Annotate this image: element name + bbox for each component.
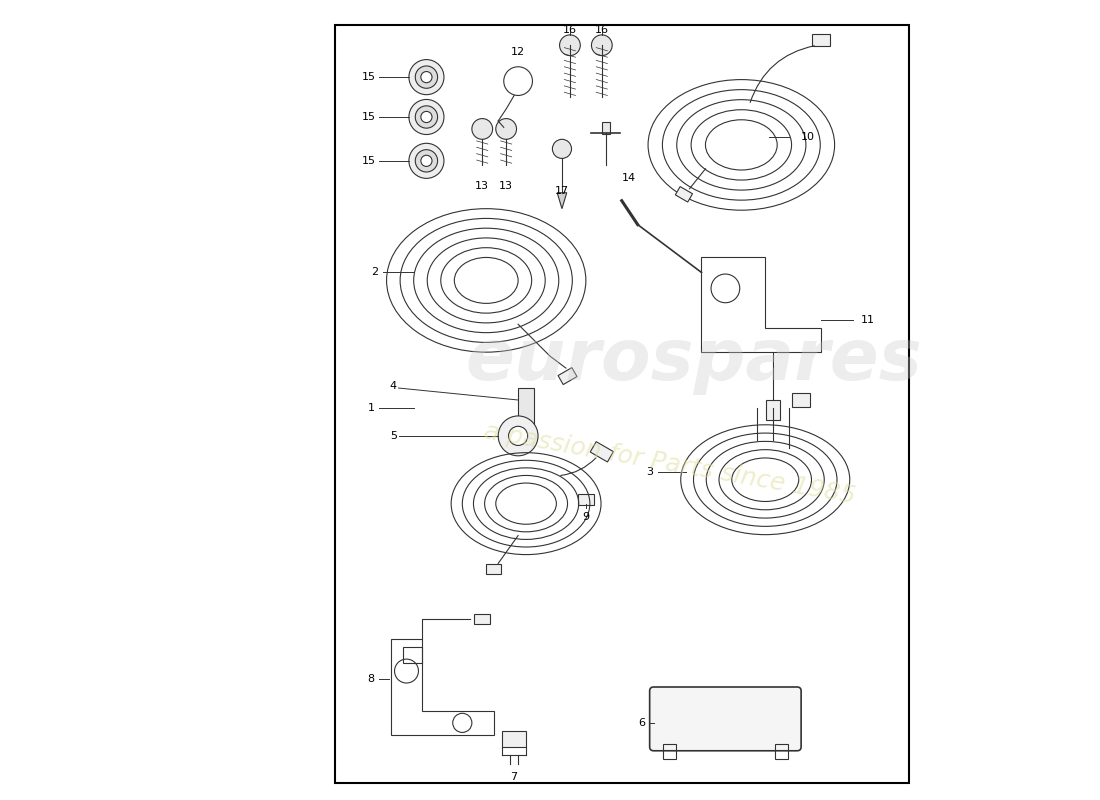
Bar bbox=[403, 647, 422, 663]
Text: 13: 13 bbox=[499, 181, 514, 190]
Bar bbox=[663, 744, 676, 758]
Circle shape bbox=[416, 106, 438, 128]
Circle shape bbox=[592, 35, 613, 56]
Circle shape bbox=[496, 118, 517, 139]
Bar bbox=[675, 186, 693, 202]
Text: 3: 3 bbox=[647, 466, 653, 477]
Text: eurospares: eurospares bbox=[465, 326, 922, 394]
Circle shape bbox=[409, 143, 444, 178]
Text: 10: 10 bbox=[801, 132, 815, 142]
Circle shape bbox=[498, 416, 538, 456]
Circle shape bbox=[421, 155, 432, 166]
Text: a passion for Parts since 1985: a passion for Parts since 1985 bbox=[482, 419, 857, 508]
Circle shape bbox=[416, 150, 438, 172]
Bar bbox=[334, 26, 909, 782]
FancyBboxPatch shape bbox=[650, 687, 801, 750]
Text: 5: 5 bbox=[389, 431, 397, 441]
Circle shape bbox=[552, 139, 572, 158]
Circle shape bbox=[409, 59, 444, 94]
Circle shape bbox=[508, 426, 528, 446]
Text: 15: 15 bbox=[362, 156, 376, 166]
Text: 7: 7 bbox=[510, 772, 518, 782]
Bar bbox=[503, 731, 526, 746]
Polygon shape bbox=[558, 193, 566, 209]
Text: 13: 13 bbox=[475, 181, 490, 190]
Bar bbox=[486, 564, 500, 574]
Bar bbox=[558, 368, 578, 385]
Bar bbox=[812, 34, 829, 46]
Text: 16: 16 bbox=[595, 25, 608, 35]
Bar bbox=[766, 400, 780, 419]
Circle shape bbox=[421, 111, 432, 122]
Text: 1: 1 bbox=[367, 403, 375, 413]
Circle shape bbox=[416, 66, 438, 88]
Text: 14: 14 bbox=[621, 173, 636, 182]
Circle shape bbox=[472, 118, 493, 139]
Text: 12: 12 bbox=[512, 47, 525, 57]
Text: 11: 11 bbox=[861, 315, 875, 326]
Circle shape bbox=[560, 35, 581, 56]
Text: 15: 15 bbox=[362, 72, 376, 82]
Bar bbox=[792, 393, 810, 407]
Bar bbox=[578, 494, 594, 505]
Bar bbox=[774, 744, 788, 758]
Text: 4: 4 bbox=[389, 381, 397, 390]
Polygon shape bbox=[518, 388, 535, 428]
Circle shape bbox=[409, 99, 444, 134]
Text: 2: 2 bbox=[372, 267, 378, 278]
Text: 17: 17 bbox=[554, 186, 569, 196]
Text: 16: 16 bbox=[563, 25, 576, 35]
Text: 6: 6 bbox=[639, 718, 646, 728]
Bar bbox=[602, 122, 609, 134]
Text: 8: 8 bbox=[367, 674, 375, 684]
Bar bbox=[474, 614, 491, 625]
Circle shape bbox=[421, 71, 432, 82]
Text: 15: 15 bbox=[362, 112, 376, 122]
Bar bbox=[591, 442, 614, 462]
Text: 9: 9 bbox=[582, 512, 590, 522]
